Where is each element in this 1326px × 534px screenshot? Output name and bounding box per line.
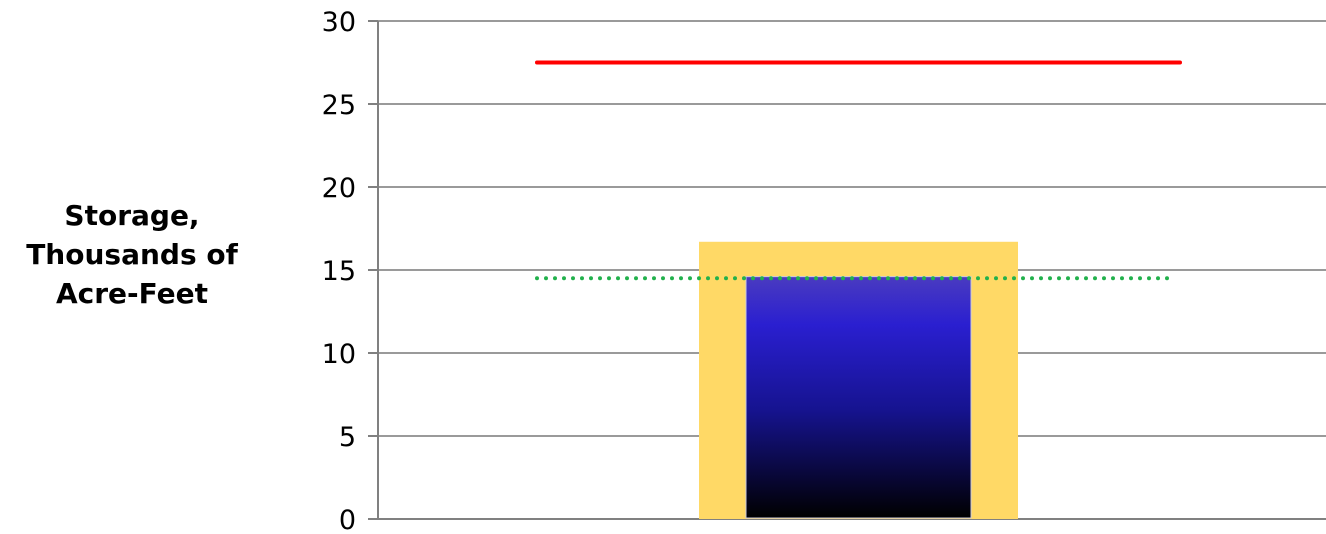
y-tick-label-20: 20 [322, 173, 356, 204]
y-tick-label-10: 10 [322, 339, 356, 370]
y-tick-label-30: 30 [322, 7, 356, 38]
y-axis-label-line-3: Acre-Feet [55, 277, 209, 310]
y-tick-label-15: 15 [322, 256, 356, 287]
y-tick-label-5: 5 [339, 422, 356, 453]
y-axis-label-line-1: Storage, [64, 199, 200, 232]
bar-current-storage [745, 276, 972, 519]
y-axis-label-line-2: Thousands of [26, 238, 238, 271]
y-tick-label-0: 0 [339, 505, 356, 534]
y-tick-label-25: 25 [322, 90, 356, 121]
y-axis-label: Storage, Thousands of Acre-Feet [0, 196, 264, 313]
